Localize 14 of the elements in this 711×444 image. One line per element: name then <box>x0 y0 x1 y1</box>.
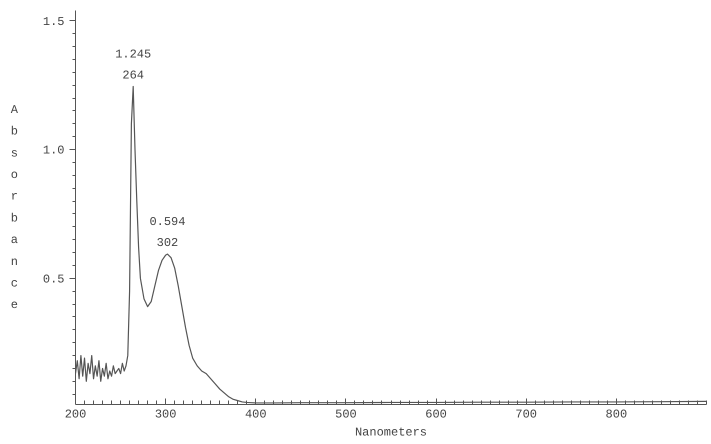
annotation: 0.594 302 <box>149 215 186 250</box>
text: Absorbance <box>10 102 18 312</box>
y-tick-label: 0.5 <box>42 272 65 286</box>
x-tick-label: 500 <box>335 408 357 422</box>
x-tick-label: 400 <box>244 408 267 422</box>
y-tick-label: 1.0 <box>42 144 65 158</box>
x-tick-label: 700 <box>515 408 538 422</box>
x-tick-label: 800 <box>606 408 628 422</box>
y-tick-label: 1.5 <box>42 14 65 29</box>
x-axis-title: Nanometers <box>354 426 428 440</box>
x-tick-label: 200 <box>64 408 86 422</box>
annotation: 1.245 264 <box>115 47 152 82</box>
x-tick-label: 600 <box>425 408 447 422</box>
x-tick-label: 300 <box>154 408 176 422</box>
